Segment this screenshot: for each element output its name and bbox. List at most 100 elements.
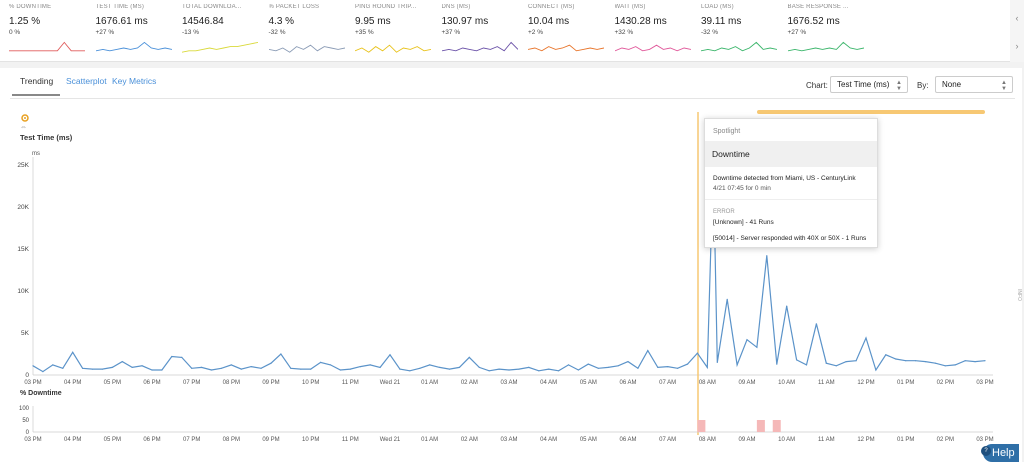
kpi-tile[interactable]: LOAD (MS) 39.11 ms -32 % [701,4,785,60]
data-point [915,360,917,362]
kpi-tile[interactable]: WAIT (MS) 1430.28 ms +32 % [614,4,699,60]
data-point [270,362,272,364]
data-point [300,368,302,370]
data-point [567,364,570,366]
downtime-bar [697,420,706,432]
kpi-tile[interactable]: TEST TIME (MS) 1676.61 ms +27 % [95,4,180,60]
downtime-x-tick-label: 03 PM [24,437,41,443]
data-point [419,367,421,369]
data-point [716,361,718,363]
kpi-label: BASE RESPONSE ... [787,4,849,10]
data-point [260,367,262,369]
data-point [696,352,699,354]
data-point [439,366,441,368]
help-button[interactable]: ? Help [981,444,1019,462]
data-point [508,369,510,371]
data-point [518,368,520,370]
kpi-value: 1430.28 ms [614,16,667,27]
info-side-tab[interactable]: INFO [1016,289,1022,301]
chart-select[interactable]: Test Time (ms) ▲ ▼ [830,76,908,93]
downtime-x-tick-label: 08 PM [223,437,240,443]
data-point [310,368,312,370]
data-point [736,364,738,366]
kpi-value: 4.3 % [268,16,295,27]
kpi-tile[interactable]: BASE RESPONSE ... 1676.52 ms +27 % [787,4,872,60]
data-point [448,368,451,370]
data-point [359,366,361,368]
spotlight-tooltip: Spotlight Downtime Downtime detected fro… [704,118,878,248]
downtime-x-tick-label: 06 AM [619,437,636,443]
tooltip-title-band: Downtime [705,141,877,167]
x-tick-label: 10 AM [778,380,795,386]
tooltip-title: Downtime [712,149,750,159]
x-tick-label: 07 AM [659,380,676,386]
chart-title: Test Time (ms) [20,133,73,142]
x-tick-label: 01 PM [897,380,914,386]
kpi-tile[interactable]: CONNECT (MS) 10.04 ms +2 % [528,4,612,60]
kpi-sparkline [182,41,258,53]
downtime-x-tick-label: 01 AM [421,437,438,443]
by-select[interactable]: None ▲ ▼ [935,76,1013,93]
x-tick-label: 03 PM [976,380,993,386]
downtime-y-tick-label: 0 [26,430,30,436]
kpi-tile[interactable]: % PACKET LOSS 4.3 % -32 % [268,4,353,60]
kpi-change: +35 % [355,29,374,36]
x-tick-label: 07 PM [183,380,200,386]
x-tick-label: 08 AM [699,380,716,386]
kpi-tile[interactable]: TOTAL DOWNLOA... 14546.84 -13 % [182,4,266,60]
downtime-x-tick-label: 11 PM [342,437,359,443]
data-point [399,368,401,370]
x-tick-label: 03 PM [24,380,41,386]
scroll-next-icon[interactable]: › [1015,41,1019,51]
data-point [607,366,609,368]
scroll-up-icon[interactable]: ‹ [1015,13,1019,23]
data-point [548,368,550,370]
series-line [32,163,986,373]
tab-trending[interactable]: Trending [20,76,54,86]
kpi-change: +32 % [614,29,634,36]
data-point [201,366,203,368]
chart-select-label: Chart: [806,81,828,90]
data-point [290,367,292,369]
downtime-x-tick-label: 07 PM [183,437,200,443]
settings-icon[interactable] [20,110,30,122]
downtime-x-tick-label: 05 PM [104,437,121,443]
kpi-tile[interactable]: PING ROUND TRIP... 9.95 ms +35 % [355,4,439,60]
downtime-title: % Downtime [20,390,62,397]
help-label: Help [992,447,1015,459]
data-point [587,363,589,365]
downtime-x-tick-label: 03 AM [500,437,517,443]
downtime-x-tick-label: 09 PM [262,437,279,443]
data-point [627,361,629,363]
tab-scatterplot[interactable]: Scatterplot [66,76,107,86]
data-point [250,366,252,368]
data-point [458,366,460,368]
tooltip-separator [705,199,877,200]
kpi-label: DNS (MS) [441,4,471,10]
kpi-label: CONNECT (MS) [528,4,575,10]
downtime-x-tick-label: 07 AM [659,437,676,443]
kpi-label: TEST TIME (MS) [95,4,145,10]
data-point [379,366,381,368]
kpi-change: +27 % [787,29,807,36]
kpi-tile[interactable]: % DOWNTIME 1.25 % 0 % [9,4,93,60]
downtime-band [757,110,985,114]
downtime-x-tick-label: 02 AM [461,437,478,443]
kpi-value: 1676.52 ms [787,16,840,27]
kpi-sparkline [528,44,604,52]
kpi-label: TOTAL DOWNLOA... [182,4,242,10]
data-point [984,360,986,362]
downtime-x-tick-label: 04 PM [64,437,81,443]
expand-icon[interactable]: ⇔ [20,124,27,131]
tab-key-metrics[interactable]: Key Metrics [112,76,157,86]
kpi-tile[interactable]: DNS (MS) 130.97 ms +37 % [441,4,526,60]
data-point [934,362,937,364]
divider [10,98,1015,99]
kpi-sparkline [441,41,518,52]
data-point [429,364,431,366]
y-tick-label: 10K [17,288,29,295]
data-point [151,369,153,371]
kpi-change: -32 % [701,29,718,36]
data-point [161,369,163,371]
data-point [667,366,669,368]
